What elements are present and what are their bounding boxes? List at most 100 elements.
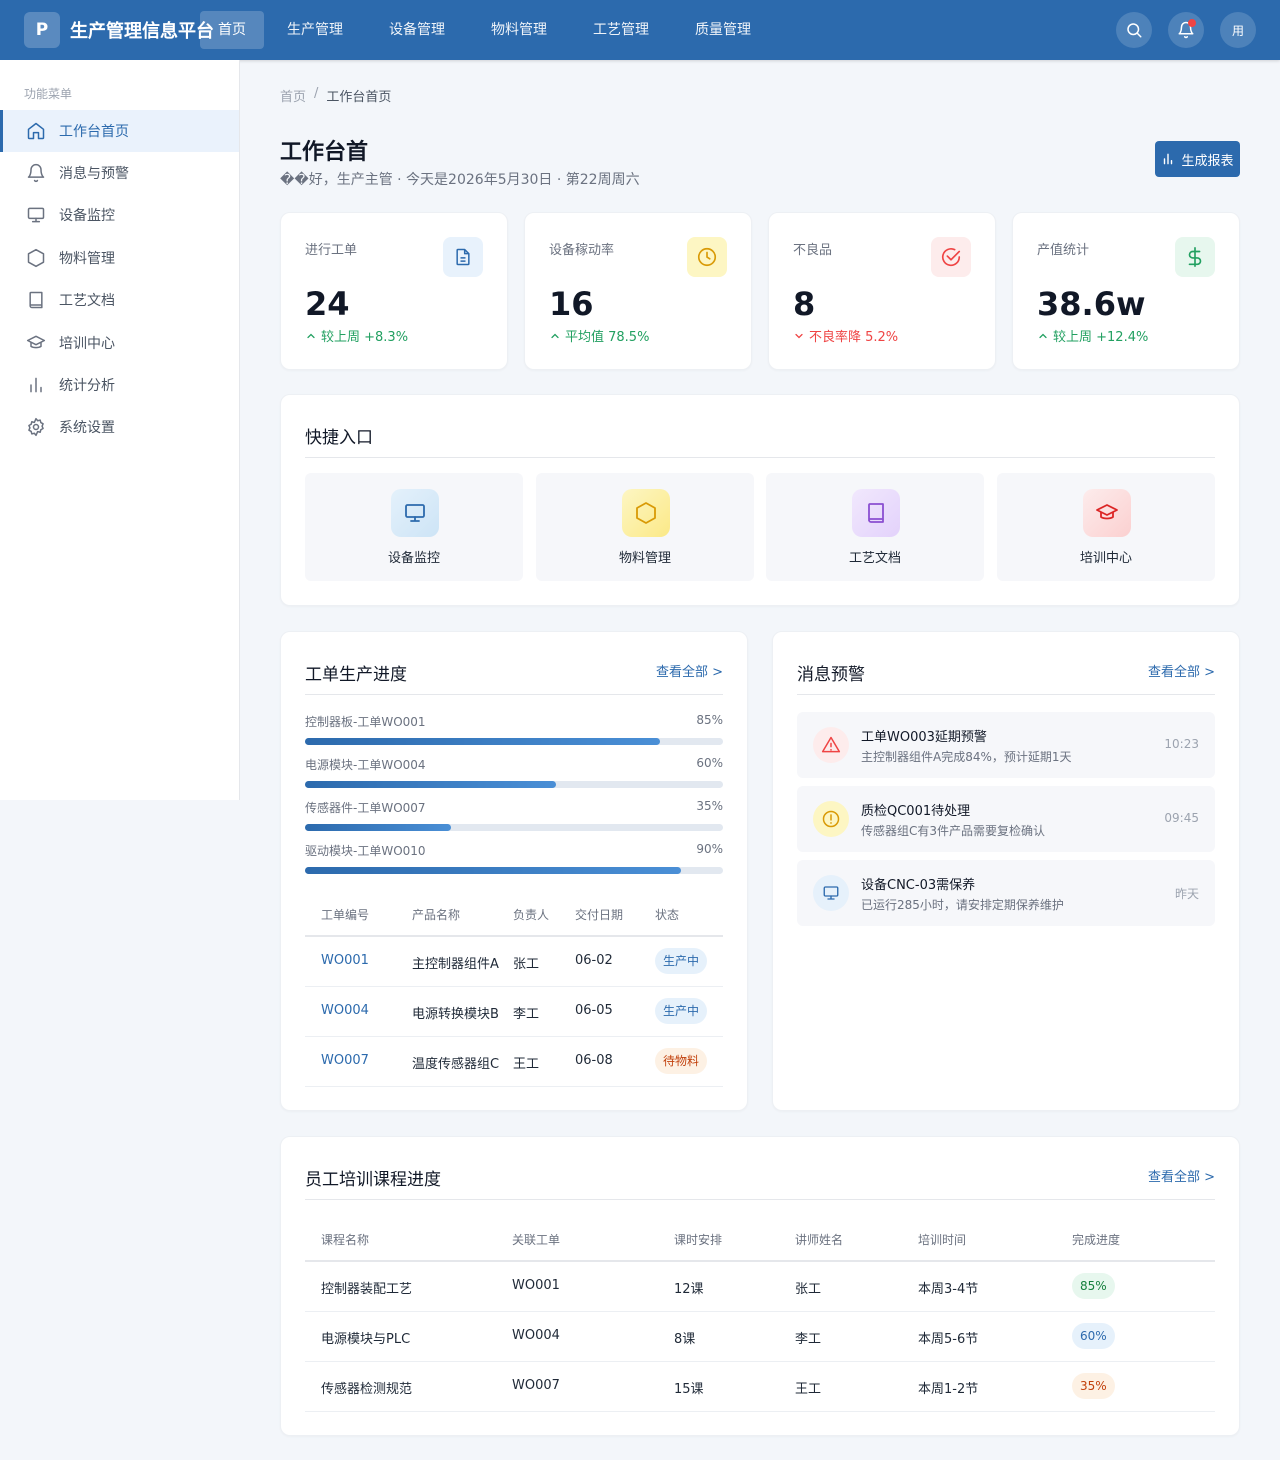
order-id-link[interactable]: WO004: [321, 1003, 369, 1018]
nav-home[interactable]: 首页: [200, 11, 264, 49]
notification-button[interactable]: [1168, 12, 1204, 48]
sidebar-item-stats[interactable]: 统计分析: [0, 364, 239, 406]
messages-card: 消息预警 查看全部 > 工单WO003延期预警 主控制器组件A完成84%，预计延…: [772, 631, 1240, 1111]
message-item[interactable]: 工单WO003延期预警 主控制器组件A完成84%，预计延期1天 10:23: [797, 712, 1215, 778]
table-header: 交付日期: [575, 908, 624, 922]
nav-quality[interactable]: 质量管理: [695, 22, 751, 38]
stat-trend-text: 较上周 +8.3%: [321, 330, 409, 345]
sidebar-item-label: 培训中心: [59, 336, 115, 352]
hexagon-icon: [622, 489, 670, 537]
progress-bar: [305, 867, 723, 874]
main-nav: 首页 生产管理 设备管理 物料管理 工艺管理 质量管理: [200, 11, 774, 49]
order-id-link[interactable]: WO001: [321, 953, 369, 968]
messages-title: 消息预警: [797, 665, 865, 685]
table-cell: 本周3-4节: [918, 1282, 979, 1297]
progress-fill: [305, 824, 452, 831]
progress-label: 传感器件-工单WO007: [305, 801, 426, 815]
sidebar-item-label: 工作台首页: [59, 124, 129, 140]
view-all-link[interactable]: 查看全部 >: [655, 665, 723, 680]
progress-bar: [305, 824, 723, 831]
table-cell: 电源模块与PLC: [321, 1332, 411, 1347]
breadcrumb-home[interactable]: 首页: [280, 90, 307, 105]
hexagon-icon: [26, 248, 59, 268]
progress-badge: 35%: [1072, 1373, 1115, 1399]
quick-entry-label: 培训中心: [1079, 551, 1132, 566]
row-divider: [305, 1036, 723, 1037]
progress-percent: 90%: [696, 842, 723, 856]
quick-entry-training[interactable]: 培训中心: [997, 473, 1215, 581]
chevron-down-icon: [793, 330, 805, 342]
table-cell: 电源转换模块B: [412, 1007, 499, 1022]
table-header: 培训时间: [918, 1233, 967, 1247]
sidebar-item-alerts[interactable]: 消息与预警: [0, 152, 239, 194]
quick-entry-card: 快捷入口 设备监控 物料管理 工艺文档 培训中心: [280, 394, 1240, 606]
user-avatar[interactable]: 用: [1220, 12, 1256, 48]
sidebar-item-settings[interactable]: 系统设置: [0, 406, 239, 448]
progress-badge: 85%: [1072, 1273, 1115, 1299]
message-title: 设备CNC-03需保养: [861, 878, 976, 893]
stat-trend-text: 不良率降 5.2%: [809, 330, 899, 345]
home-icon: [26, 121, 59, 141]
order-progress-title: 工单生产进度: [305, 665, 407, 685]
breadcrumb-separator: /: [314, 86, 319, 101]
sidebar-item-material[interactable]: 物料管理: [0, 237, 239, 279]
progress-label: 驱动模块-工单WO010: [305, 844, 426, 858]
nav-process[interactable]: 工艺管理: [593, 22, 649, 38]
sidebar-item-training[interactable]: 培训中心: [0, 322, 239, 364]
quick-entry-monitor[interactable]: 设备监控: [305, 473, 523, 581]
search-button[interactable]: [1116, 12, 1152, 48]
status-badge: 生产中: [655, 948, 708, 974]
quick-entry-material[interactable]: 物料管理: [536, 473, 754, 581]
message-item[interactable]: 质检QC001待处理 传感器组C有3件产品需要复检确认 09:45: [797, 786, 1215, 852]
table-cell: 李工: [513, 1007, 540, 1022]
view-all-link[interactable]: 查看全部 >: [1147, 665, 1215, 680]
message-time: 10:23: [1164, 737, 1199, 751]
table-header: 工单编号: [321, 908, 370, 922]
quick-entry-docs[interactable]: 工艺文档: [766, 473, 984, 581]
divider: [305, 694, 723, 695]
stat-value: 38.6w: [1037, 285, 1146, 323]
page-title: 工作台首: [280, 140, 369, 165]
table-header: 课程名称: [321, 1233, 370, 1247]
progress-fill: [305, 738, 661, 745]
table-cell: 8课: [674, 1332, 696, 1347]
progress-badge: 60%: [1072, 1323, 1115, 1349]
table-header: 课时安排: [674, 1233, 723, 1247]
table-header: 讲师姓名: [795, 1233, 844, 1247]
monitor-icon: [26, 205, 59, 225]
table-header: 状态: [655, 908, 680, 922]
quick-entry-title: 快捷入口: [305, 428, 373, 448]
divider: [305, 457, 1215, 458]
table-cell: 06-05: [575, 1003, 613, 1018]
progress-fill: [305, 867, 682, 874]
bell-icon: [1177, 21, 1195, 39]
top-navbar: P 生产管理信息平台 首页 生产管理 设备管理 物料管理 工艺管理 质量管理 用: [0, 0, 1280, 60]
progress-label: 电源模块-工单WO004: [305, 758, 426, 772]
training-card: 员工培训课程进度 查看全部 > 课程名称 关联工单 课时安排 讲师姓名 培训时间…: [280, 1136, 1240, 1436]
sidebar-item-docs[interactable]: 工艺文档: [0, 279, 239, 321]
nav-production[interactable]: 生产管理: [287, 22, 343, 38]
table-cell: WO001: [512, 1278, 560, 1293]
generate-report-button[interactable]: 生成报表: [1155, 141, 1240, 177]
status-badge: 待物料: [655, 1048, 708, 1074]
table-cell: WO007: [512, 1378, 560, 1393]
message-item[interactable]: 设备CNC-03需保养 已运行285小时，请安排定期保养维护 昨天: [797, 860, 1215, 926]
sidebar-item-home[interactable]: 工作台首页: [0, 110, 239, 152]
breadcrumb: 首页 / 工作台首页: [280, 86, 391, 105]
sidebar-item-label: 统计分析: [59, 378, 115, 394]
stat-value: 16: [549, 285, 594, 323]
nav-equipment[interactable]: 设备管理: [389, 22, 445, 38]
quick-entry-label: 物料管理: [618, 551, 671, 566]
gear-icon: [26, 417, 59, 437]
progress-fill: [305, 781, 556, 788]
table-cell: 张工: [513, 957, 540, 972]
chevron-up-icon: [1037, 330, 1049, 342]
nav-material[interactable]: 物料管理: [491, 22, 547, 38]
bell-icon: [26, 163, 59, 183]
stat-label: 设备稼动率: [549, 243, 615, 258]
document-icon: [443, 237, 483, 277]
order-id-link[interactable]: WO007: [321, 1053, 369, 1068]
sidebar-item-monitor[interactable]: 设备监控: [0, 194, 239, 236]
view-all-link[interactable]: 查看全部 >: [1147, 1170, 1215, 1185]
sidebar-item-label: 系统设置: [59, 420, 115, 436]
